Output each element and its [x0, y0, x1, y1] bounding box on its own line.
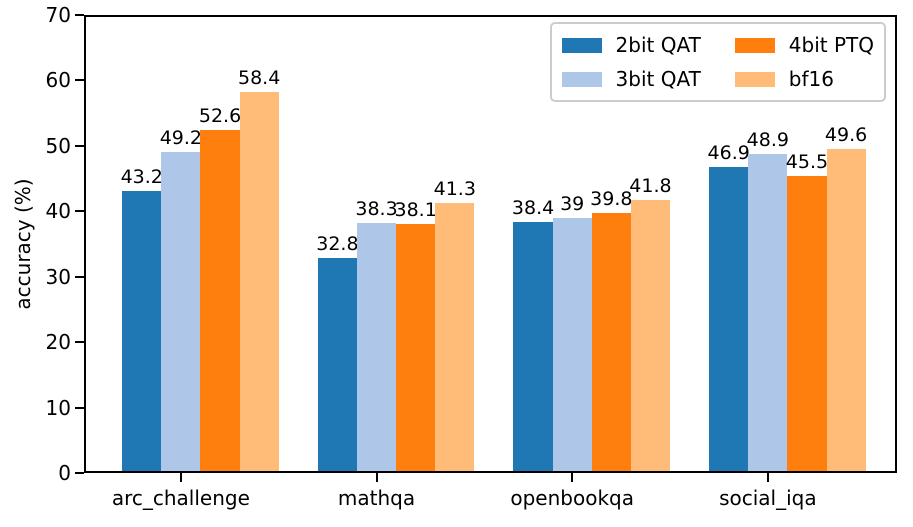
bar	[709, 166, 749, 471]
y-tick-mark	[75, 472, 84, 474]
y-tick-label: 40	[45, 199, 71, 224]
bar-value-label: 38.4	[511, 196, 555, 219]
bar-value-label: 43.2	[120, 165, 163, 188]
legend-swatch-icon	[561, 37, 602, 53]
x-tick-mark	[375, 473, 378, 482]
bar	[513, 221, 553, 471]
bar	[826, 149, 866, 471]
bar-value-label: 41.8	[629, 174, 672, 197]
bar-value-label: 49.2	[159, 126, 203, 149]
y-tick-mark	[75, 144, 84, 147]
bar	[161, 151, 201, 471]
legend-entry: 4bit PTQ	[734, 33, 874, 57]
legend-label: 4bit PTQ	[788, 33, 874, 57]
bar-value-label: 52.6	[198, 104, 242, 127]
y-axis-label: accuracy (%)	[11, 178, 35, 310]
bar	[317, 258, 357, 471]
x-tick-label: arc_challenge	[111, 486, 250, 510]
bar-value-label: 49.6	[824, 124, 868, 147]
y-tick-mark	[75, 210, 84, 213]
x-tick-label: mathqa	[337, 486, 416, 510]
bar-value-label: 38.3	[355, 197, 398, 220]
bar-value-label: 45.5	[785, 150, 829, 173]
bar	[356, 222, 397, 471]
bar-value-label: 38.1	[394, 198, 437, 221]
bar	[630, 199, 670, 471]
legend-label: 3bit QAT	[615, 67, 701, 91]
bar	[239, 92, 279, 471]
y-tick-label: 10	[45, 395, 71, 420]
bar-value-label: 46.9	[707, 141, 750, 164]
y-tick-mark	[75, 275, 84, 278]
y-tick-label: 20	[45, 330, 71, 355]
legend: 2bit QAT 3bit QAT 4bit PTQ bf16	[549, 22, 886, 102]
y-tick-label: 50	[45, 133, 71, 158]
plot-content: 43.2 32.8 38.4 46.9 49.2 38.3 39 48.9 52.6 38.1 39…	[86, 17, 895, 471]
y-tick-label: 70	[45, 3, 71, 27]
x-tick-label: openbookqa	[510, 486, 634, 510]
bar-value-label: 58.4	[237, 67, 281, 90]
bar-value-label: 39.8	[590, 187, 633, 210]
bar	[787, 175, 827, 471]
y-tick-label: 30	[45, 264, 71, 289]
legend-entry: 3bit QAT	[561, 67, 701, 91]
bar-value-label: 41.3	[433, 178, 476, 201]
legend-label: bf16	[788, 67, 834, 91]
x-tick-mark	[179, 473, 182, 482]
bar	[591, 212, 631, 471]
bar	[552, 218, 592, 471]
x-tick-label: social_iqa	[719, 486, 817, 510]
y-tick-mark	[75, 14, 84, 16]
bar	[435, 203, 475, 471]
bar-value-label: 48.9	[746, 128, 789, 151]
y-tick-label: 0	[58, 461, 71, 485]
x-tick-mark	[766, 473, 769, 482]
bar-value-label: 32.8	[316, 233, 359, 256]
y-tick-mark	[75, 341, 84, 344]
bar	[396, 223, 436, 471]
y-tick-mark	[75, 79, 84, 82]
bar	[122, 190, 162, 471]
y-tick-label: 60	[45, 68, 71, 93]
legend-swatch-icon	[561, 71, 602, 87]
legend-swatch-icon	[734, 71, 775, 87]
bar	[200, 129, 240, 471]
bar	[748, 153, 788, 471]
legend-swatch-icon	[734, 37, 775, 53]
legend-entry: bf16	[734, 67, 874, 91]
x-tick-mark	[571, 473, 574, 482]
legend-entry: 2bit QAT	[561, 33, 701, 57]
bar-value-label: 39	[560, 193, 585, 216]
legend-label: 2bit QAT	[615, 33, 701, 57]
y-tick-mark	[75, 406, 84, 409]
